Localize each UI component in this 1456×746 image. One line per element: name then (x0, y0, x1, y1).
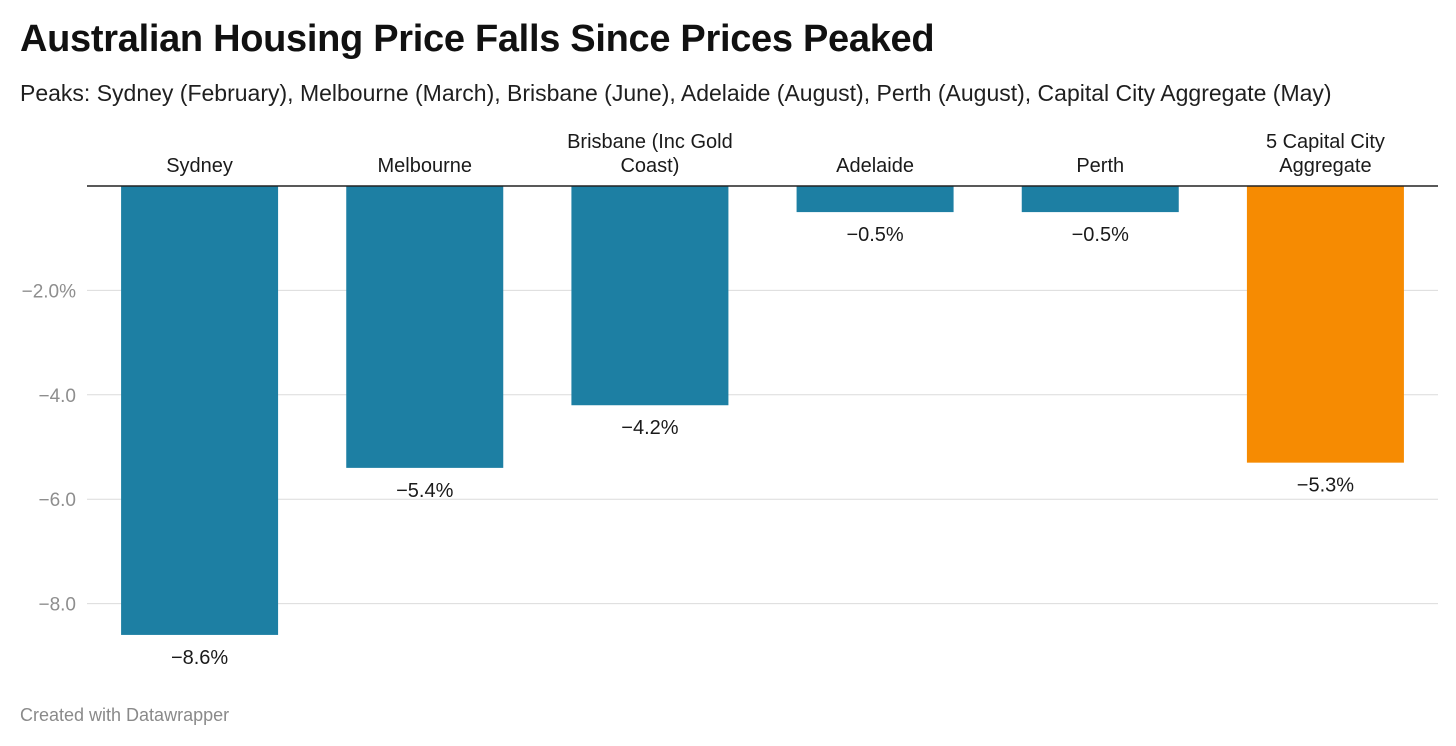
y-tick-label: −6.0 (38, 490, 76, 511)
bar (796, 186, 954, 213)
bar (1021, 186, 1179, 213)
chart-subtitle: Peaks: Sydney (February), Melbourne (Mar… (20, 80, 1332, 106)
bar (121, 186, 279, 635)
category-label: Adelaide (836, 155, 914, 177)
data-label: −0.5% (846, 224, 903, 246)
category-label: Coast) (620, 155, 679, 177)
chart-title: Australian Housing Price Falls Since Pri… (20, 18, 935, 60)
bar (346, 186, 504, 468)
bar (1246, 186, 1404, 463)
bar (571, 186, 729, 406)
data-label: −0.5% (1072, 224, 1129, 246)
footer-credit: Created with Datawrapper (20, 705, 230, 725)
y-tick-label: −8.0 (38, 595, 76, 616)
data-label: −5.4% (396, 480, 453, 502)
y-tick-label: −2.0% (22, 281, 77, 302)
data-label: −8.6% (171, 647, 228, 669)
category-label: 5 Capital City (1266, 131, 1385, 153)
category-label: Aggregate (1279, 155, 1371, 177)
category-label: Sydney (166, 155, 233, 177)
data-label: −4.2% (621, 417, 678, 439)
category-label: Perth (1076, 155, 1124, 177)
data-label: −5.3% (1297, 475, 1354, 497)
category-label: Melbourne (377, 155, 472, 177)
y-tick-label: −4.0 (38, 386, 76, 407)
category-label: Brisbane (Inc Gold (567, 131, 733, 153)
